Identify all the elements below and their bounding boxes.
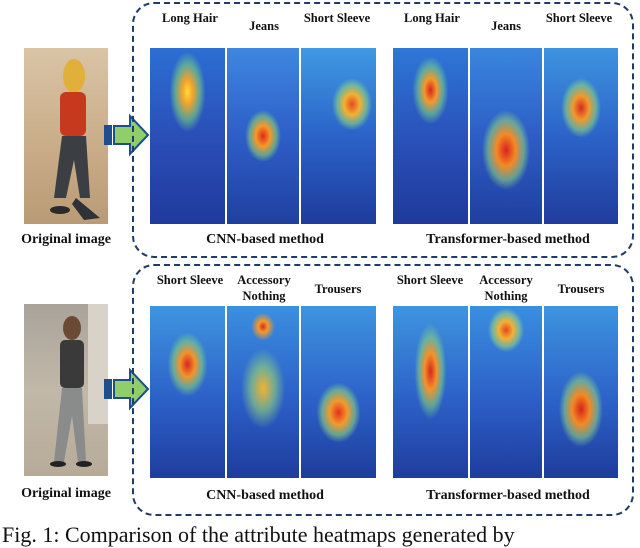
original-image-2 (24, 304, 108, 476)
heatmap-transformer-long-hair (393, 48, 468, 224)
arrow-icon (104, 366, 150, 417)
heatmap-cnn-short-sleeve (301, 48, 376, 224)
comparison-box-1 (132, 2, 634, 258)
method-label-transformer: Transformer-based method (426, 232, 590, 247)
original-image-1 (24, 48, 108, 224)
original-image-label: Original image (21, 232, 111, 247)
arrow-icon (104, 112, 150, 163)
attribute-label: Short Sleeve (545, 11, 613, 25)
method-label-transformer: Transformer-based method (426, 488, 590, 503)
attribute-label: Short Sleeve (303, 11, 371, 25)
heatmap-cnn-long-hair (150, 48, 225, 224)
heatmap-transformer-trousers (544, 306, 618, 478)
method-label-cnn: CNN-based method (206, 488, 324, 503)
attribute-label: Short Sleeve (396, 273, 464, 287)
heatmap-transformer-accessory-nothing (470, 306, 542, 478)
heatmap-cnn-jeans (227, 48, 299, 224)
attribute-label: Long Hair (162, 11, 218, 25)
attribute-label: Jeans (249, 19, 279, 33)
attribute-label: Accessory Nothing (237, 273, 291, 303)
original-image-label: Original image (21, 486, 111, 501)
attribute-label: Long Hair (404, 11, 460, 25)
attribute-label: Short Sleeve (156, 273, 224, 287)
heatmap-cnn-trousers (301, 306, 376, 478)
heatmap-transformer-short-sleeve (393, 306, 468, 478)
comparison-box-2 (132, 264, 634, 516)
heatmap-transformer-short-sleeve (544, 48, 618, 224)
attribute-label: Trousers (314, 282, 362, 296)
heatmap-cnn-short-sleeve (150, 306, 225, 478)
attribute-label: Trousers (557, 282, 605, 296)
heatmap-cnn-accessory-nothing (227, 306, 299, 478)
attribute-label: Jeans (491, 19, 521, 33)
attribute-label: Accessory Nothing (479, 273, 533, 303)
figure-caption: Fig. 1: Comparison of the attribute heat… (2, 522, 515, 547)
method-label-cnn: CNN-based method (206, 232, 324, 247)
heatmap-transformer-jeans (470, 48, 542, 224)
